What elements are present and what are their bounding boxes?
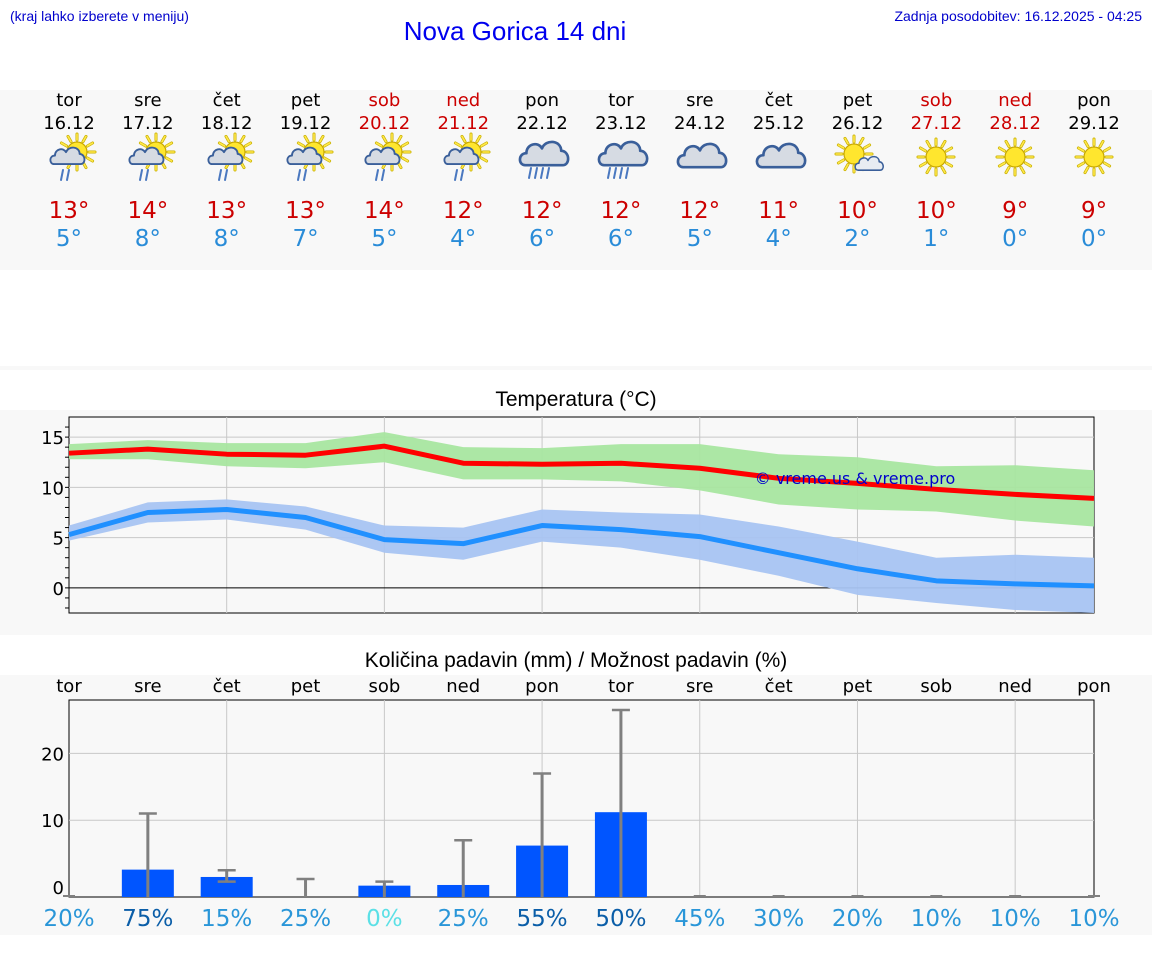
temp-min: 8°: [134, 226, 161, 252]
temp-max: 12°: [521, 198, 563, 224]
temp-max: 12°: [442, 198, 484, 224]
forecast-strip: [0, 90, 1152, 270]
day-name: sre: [686, 90, 714, 111]
sun-cloud-rain-light-icon: [443, 132, 491, 181]
temp-max: 12°: [600, 198, 642, 224]
day-date: 23.12: [595, 113, 647, 134]
sun-icon: [916, 137, 956, 177]
cloud-rain-icon: [597, 140, 649, 179]
sun-cloud-rain-light-icon: [128, 132, 176, 181]
day-date: 19.12: [279, 113, 332, 134]
day-name: pon: [1077, 90, 1111, 111]
cloudy-icon: [755, 142, 807, 169]
temp-min: 5°: [371, 226, 398, 252]
temp-min: 0°: [1080, 226, 1108, 252]
temp-min: 5°: [686, 226, 713, 252]
day-date: 27.12: [910, 113, 963, 134]
temp-max: 10°: [915, 198, 957, 224]
temp-min: 4°: [450, 226, 477, 252]
temp-min: 7°: [292, 226, 319, 252]
temp-max: 13°: [285, 198, 326, 224]
day-name: čet: [764, 90, 793, 111]
day-date: 28.12: [989, 113, 1041, 134]
temp-min: 2°: [844, 226, 871, 252]
sun-icon: [1074, 137, 1114, 177]
temp-min: 1°: [923, 226, 950, 252]
temperature-chart-title: Temperatura (°C): [495, 388, 657, 411]
day-name: pon: [525, 90, 560, 111]
day-name: tor: [56, 90, 82, 111]
day-name: sre: [134, 90, 162, 111]
temp-max: 14°: [364, 198, 405, 224]
day-name: ned: [446, 90, 481, 111]
cloudy-icon: [676, 142, 728, 169]
temp-min: 6°: [607, 226, 634, 252]
temp-min: 5°: [55, 226, 83, 252]
sun-cloud-rain-light-icon: [285, 132, 334, 181]
sun-cloud-rain-light-icon: [364, 132, 412, 181]
temp-max: 9°: [1002, 198, 1029, 224]
temp-max: 13°: [48, 198, 90, 224]
precipitation-chart-title: Količina padavin (mm) / Možnost padavin …: [364, 649, 788, 672]
cloud-rain-icon: [518, 140, 570, 179]
temp-max: 11°: [758, 198, 800, 224]
day-date: 18.12: [200, 113, 253, 134]
temp-min: 6°: [529, 226, 556, 252]
sun-icon: [995, 137, 1035, 177]
day-name: pet: [290, 90, 321, 111]
page-title: Nova Gorica 14 dni: [403, 16, 627, 46]
location-note: (kraj lahko izberete v meniju): [10, 8, 189, 24]
day-date: 22.12: [516, 113, 568, 134]
day-date: 17.12: [122, 113, 174, 134]
day-date: 29.12: [1068, 113, 1120, 134]
sun-small-cloud-icon: [834, 134, 884, 174]
day-name: tor: [608, 90, 634, 111]
day-date: 16.12: [43, 113, 95, 134]
day-name: čet: [212, 90, 241, 111]
day-date: 21.12: [437, 113, 490, 134]
precipitation-panel: [0, 675, 1152, 935]
temp-max: 10°: [837, 198, 878, 224]
day-name: ned: [998, 90, 1033, 111]
day-date: 26.12: [831, 113, 884, 134]
temp-min: 0°: [1002, 226, 1029, 252]
sun-cloud-rain-light-icon: [207, 132, 255, 181]
last-updated: Zadnja posodobitev: 16.12.2025 - 04:25: [894, 8, 1142, 24]
day-name: sob: [368, 90, 401, 111]
temp-max: 12°: [679, 198, 721, 224]
sun-cloud-rain-light-icon: [49, 132, 97, 181]
day-name: sob: [920, 90, 953, 111]
temp-max: 14°: [127, 198, 169, 224]
temp-min: 4°: [765, 226, 792, 252]
temperature-panel: [0, 410, 1152, 635]
day-name: pet: [842, 90, 873, 111]
temp-max: 13°: [206, 198, 248, 224]
spacer-strip: [0, 366, 1152, 370]
day-date: 25.12: [752, 113, 805, 134]
temp-min: 8°: [213, 226, 240, 252]
day-date: 20.12: [358, 113, 411, 134]
day-date: 24.12: [674, 113, 726, 134]
temp-max: 9°: [1080, 198, 1108, 224]
